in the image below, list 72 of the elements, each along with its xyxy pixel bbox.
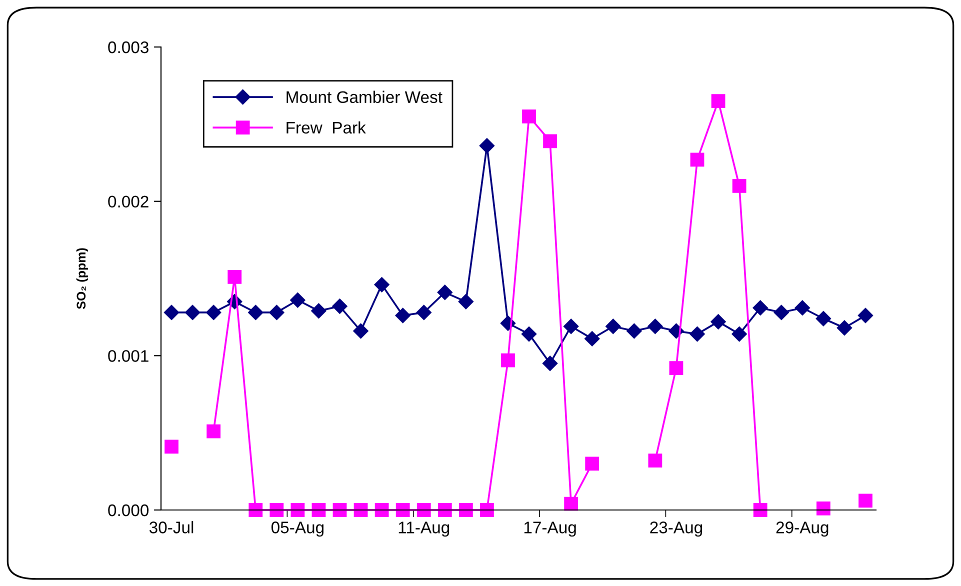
- point: [711, 94, 726, 108]
- point: [311, 303, 326, 318]
- legend-label: Frew Park: [286, 121, 366, 134]
- point: [353, 323, 368, 339]
- point: [732, 326, 747, 342]
- point: [626, 323, 642, 339]
- point: [458, 294, 474, 310]
- point: [416, 503, 431, 517]
- point: [312, 503, 326, 517]
- point: [522, 110, 536, 124]
- point: [584, 331, 600, 346]
- point: [816, 502, 830, 516]
- point: [710, 314, 726, 330]
- point: [374, 277, 390, 292]
- point: [458, 503, 473, 517]
- point: [438, 503, 452, 517]
- point: [794, 300, 810, 316]
- point: [669, 361, 684, 375]
- point: [836, 320, 852, 336]
- point: [248, 503, 263, 517]
- point: [753, 503, 768, 517]
- point: [542, 356, 558, 371]
- point: [416, 304, 432, 320]
- point: [690, 152, 704, 167]
- point: [648, 454, 662, 468]
- point: [269, 304, 284, 320]
- x-tick-label: 30-Jul: [149, 521, 194, 534]
- point: [564, 496, 578, 511]
- point: [184, 304, 200, 320]
- point: [858, 494, 872, 508]
- x-tick-label: 05-Aug: [271, 522, 324, 537]
- point: [290, 503, 305, 517]
- point: [395, 308, 410, 324]
- point: [585, 456, 600, 471]
- point: [332, 503, 347, 517]
- point: [248, 304, 264, 320]
- legend-label: Mount Gambier West: [286, 90, 442, 104]
- point: [290, 292, 306, 308]
- y-tick-label: 0.003: [108, 41, 148, 54]
- point: [752, 300, 768, 316]
- point: [164, 440, 178, 454]
- point: [501, 353, 515, 368]
- point: [858, 308, 874, 324]
- point: [543, 134, 557, 148]
- point: [816, 311, 831, 326]
- point: [354, 503, 368, 517]
- point: [206, 304, 222, 320]
- y-tick-label: 0.001: [108, 350, 148, 362]
- point: [374, 503, 389, 517]
- x-tick-label: 17-Aug: [524, 522, 576, 537]
- point: [606, 318, 621, 334]
- x-tick-label: 23-Aug: [650, 522, 702, 537]
- y-axis-title: SO₂ (ppm): [76, 248, 88, 310]
- point: [690, 326, 705, 342]
- point: [648, 318, 663, 334]
- y-tick-label: 0.000: [108, 504, 149, 516]
- point: [396, 503, 410, 517]
- point: [521, 326, 537, 342]
- point: [206, 424, 221, 438]
- x-tick-label: 29-Aug: [776, 522, 828, 537]
- point: [332, 298, 348, 314]
- point: [774, 304, 789, 320]
- point: [732, 178, 746, 193]
- point: [479, 138, 495, 154]
- point: [564, 318, 579, 334]
- point: [480, 503, 494, 517]
- point: [437, 284, 452, 300]
- point: [228, 270, 242, 284]
- point: [270, 503, 284, 517]
- x-tick-label: 11-Aug: [398, 522, 450, 537]
- y-tick-label: 0.002: [108, 196, 148, 208]
- point: [164, 304, 180, 320]
